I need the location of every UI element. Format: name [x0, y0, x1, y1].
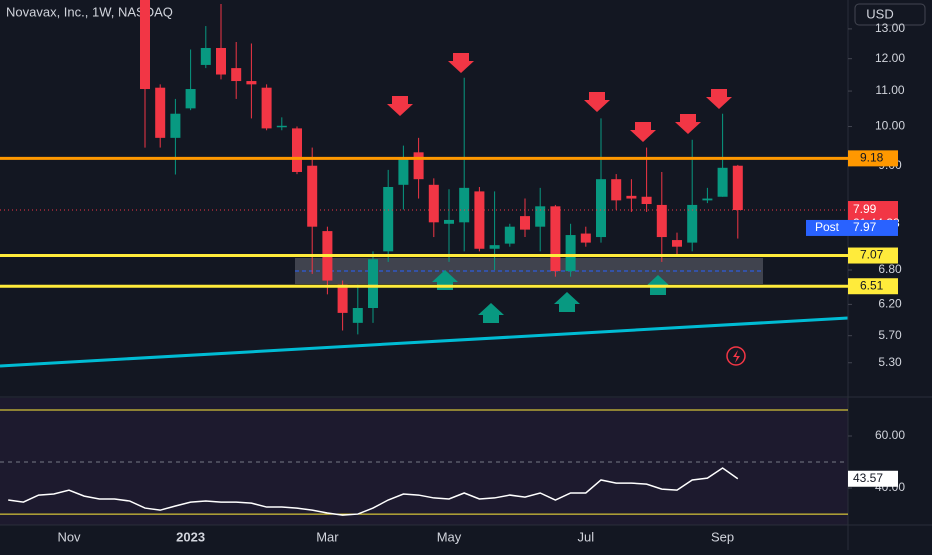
candle-body	[276, 125, 287, 128]
down-arrow	[387, 96, 413, 116]
candle-body	[611, 179, 622, 201]
x-tick-label: May	[437, 529, 462, 544]
rsi-tick-label: 60.00	[875, 428, 905, 442]
candle-body	[717, 167, 728, 197]
candle-body	[656, 204, 667, 238]
candle-body	[185, 89, 196, 109]
y-tick-label: 11.00	[875, 83, 904, 97]
y-tick-label: 10.00	[875, 119, 905, 133]
x-tick-label: Nov	[57, 529, 81, 544]
candle-body	[565, 235, 576, 272]
candle-body	[702, 198, 713, 201]
level-label: 9.18	[860, 151, 884, 165]
y-tick-label: 6.20	[878, 297, 902, 311]
level-label: 7.07	[860, 248, 884, 262]
level-label-box	[848, 278, 898, 295]
y-tick-label: 13.00	[875, 21, 905, 35]
alert-icon[interactable]	[726, 346, 746, 366]
candle-body	[216, 47, 226, 75]
candle-body	[626, 195, 637, 199]
candle-body	[732, 165, 743, 211]
plot	[140, 0, 743, 335]
rsi-value-label: 43.57	[853, 471, 883, 485]
rsi-line	[8, 467, 739, 516]
candle-body	[383, 186, 394, 252]
candle-body	[155, 87, 166, 138]
post-label: Post	[815, 220, 840, 234]
rsi-value-box	[848, 470, 898, 487]
currency-button[interactable]	[854, 3, 926, 26]
candle-body	[170, 113, 181, 138]
post-label-box	[806, 219, 848, 236]
level-label-box	[848, 247, 898, 264]
y-tick-label: 5.30	[878, 355, 902, 369]
candle-body	[337, 284, 348, 313]
candle-body	[474, 191, 485, 249]
candle-body	[489, 245, 500, 249]
candle-body	[200, 47, 211, 65]
alert-icon-bolt	[733, 350, 740, 363]
y-tick-label: 5.70	[878, 328, 902, 342]
y-tick-label: 12.00	[875, 51, 905, 65]
currency-label: USD	[866, 6, 893, 21]
candle-body	[368, 259, 378, 309]
candle-body	[641, 196, 652, 205]
candle-body	[459, 187, 470, 223]
down-arrow	[706, 89, 732, 109]
candle-body	[550, 206, 561, 272]
down-arrow	[448, 53, 474, 73]
chart-title: Novavax, Inc., 1W, NASDAQ	[6, 4, 173, 19]
up-arrow	[478, 303, 504, 323]
candle-body	[307, 165, 318, 227]
candle-body	[580, 233, 591, 243]
y-tick-label: 6.80	[878, 262, 902, 276]
down-arrow	[584, 92, 610, 112]
down-arrow	[675, 114, 701, 134]
candle-body	[246, 81, 257, 85]
level-label-box	[848, 150, 898, 167]
candle-body	[687, 204, 698, 243]
x-tick-label: Jul	[577, 529, 594, 544]
level-label: 6.51	[860, 278, 884, 292]
x-tick-label: Mar	[316, 529, 339, 544]
x-tick-label: 2023	[176, 529, 205, 544]
candle-body	[504, 226, 515, 244]
rsi-pane	[0, 398, 848, 525]
post-price-label: 7.97	[853, 220, 877, 234]
candle-body	[596, 179, 606, 238]
candle-body	[140, 0, 150, 90]
candle-body	[261, 87, 272, 129]
arrows	[387, 53, 732, 323]
candle-body	[520, 216, 530, 230]
candle-body	[444, 219, 454, 224]
candle-body	[428, 184, 439, 223]
candle-body	[352, 308, 363, 323]
trendline	[0, 316, 849, 368]
candle-body	[398, 158, 409, 185]
candle-body	[292, 128, 302, 172]
post-price-box	[848, 219, 898, 236]
x-tick-label: Sep	[711, 529, 734, 544]
candle-body	[535, 206, 546, 227]
up-arrow	[554, 292, 580, 312]
candle-body	[672, 240, 682, 247]
candle-body	[413, 152, 424, 180]
last-price-label: 7.99	[853, 202, 877, 216]
candle-body	[231, 68, 242, 82]
down-arrow	[630, 122, 656, 142]
